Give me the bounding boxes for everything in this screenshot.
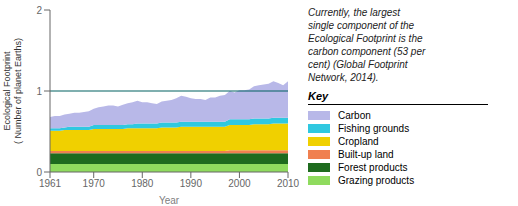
html-text:single component of the: single component of the xyxy=(308,20,415,31)
svg-text:Year: Year xyxy=(159,195,180,206)
svg-text:2000: 2000 xyxy=(228,178,251,189)
html-text:Network, 2014).: Network, 2014). xyxy=(308,72,379,83)
html-text:Built-up land: Built-up land xyxy=(338,149,394,160)
html-text:Carbon: Carbon xyxy=(338,110,371,121)
svg-text:1: 1 xyxy=(36,86,42,97)
html-text:Fishing grounds: Fishing grounds xyxy=(338,123,410,134)
svg-text:1980: 1980 xyxy=(131,178,154,189)
svg-text:1970: 1970 xyxy=(83,178,106,189)
html-text:cent) (Global Footprint: cent) (Global Footprint xyxy=(308,59,408,70)
html-text:Cropland: Cropland xyxy=(338,136,379,147)
svg-text:2010: 2010 xyxy=(277,178,300,189)
html-text:carbon component (53 per: carbon component (53 per xyxy=(308,46,426,57)
html-text:Grazing products: Grazing products xyxy=(338,175,415,186)
html-text:Ecological Footprint is the: Ecological Footprint is the xyxy=(308,33,423,44)
svg-text:1990: 1990 xyxy=(180,178,203,189)
svg-text:1961: 1961 xyxy=(39,178,62,189)
svg-text:0: 0 xyxy=(36,167,42,178)
html-text:Key: Key xyxy=(308,90,329,102)
svg-text:Ecological Footprint( Number o: Ecological Footprint( Number of planet E… xyxy=(8,38,23,144)
html-text:Currently, the largest: Currently, the largest xyxy=(308,7,401,18)
svg-text:2: 2 xyxy=(36,5,42,16)
html-text:Forest products: Forest products xyxy=(338,162,408,173)
